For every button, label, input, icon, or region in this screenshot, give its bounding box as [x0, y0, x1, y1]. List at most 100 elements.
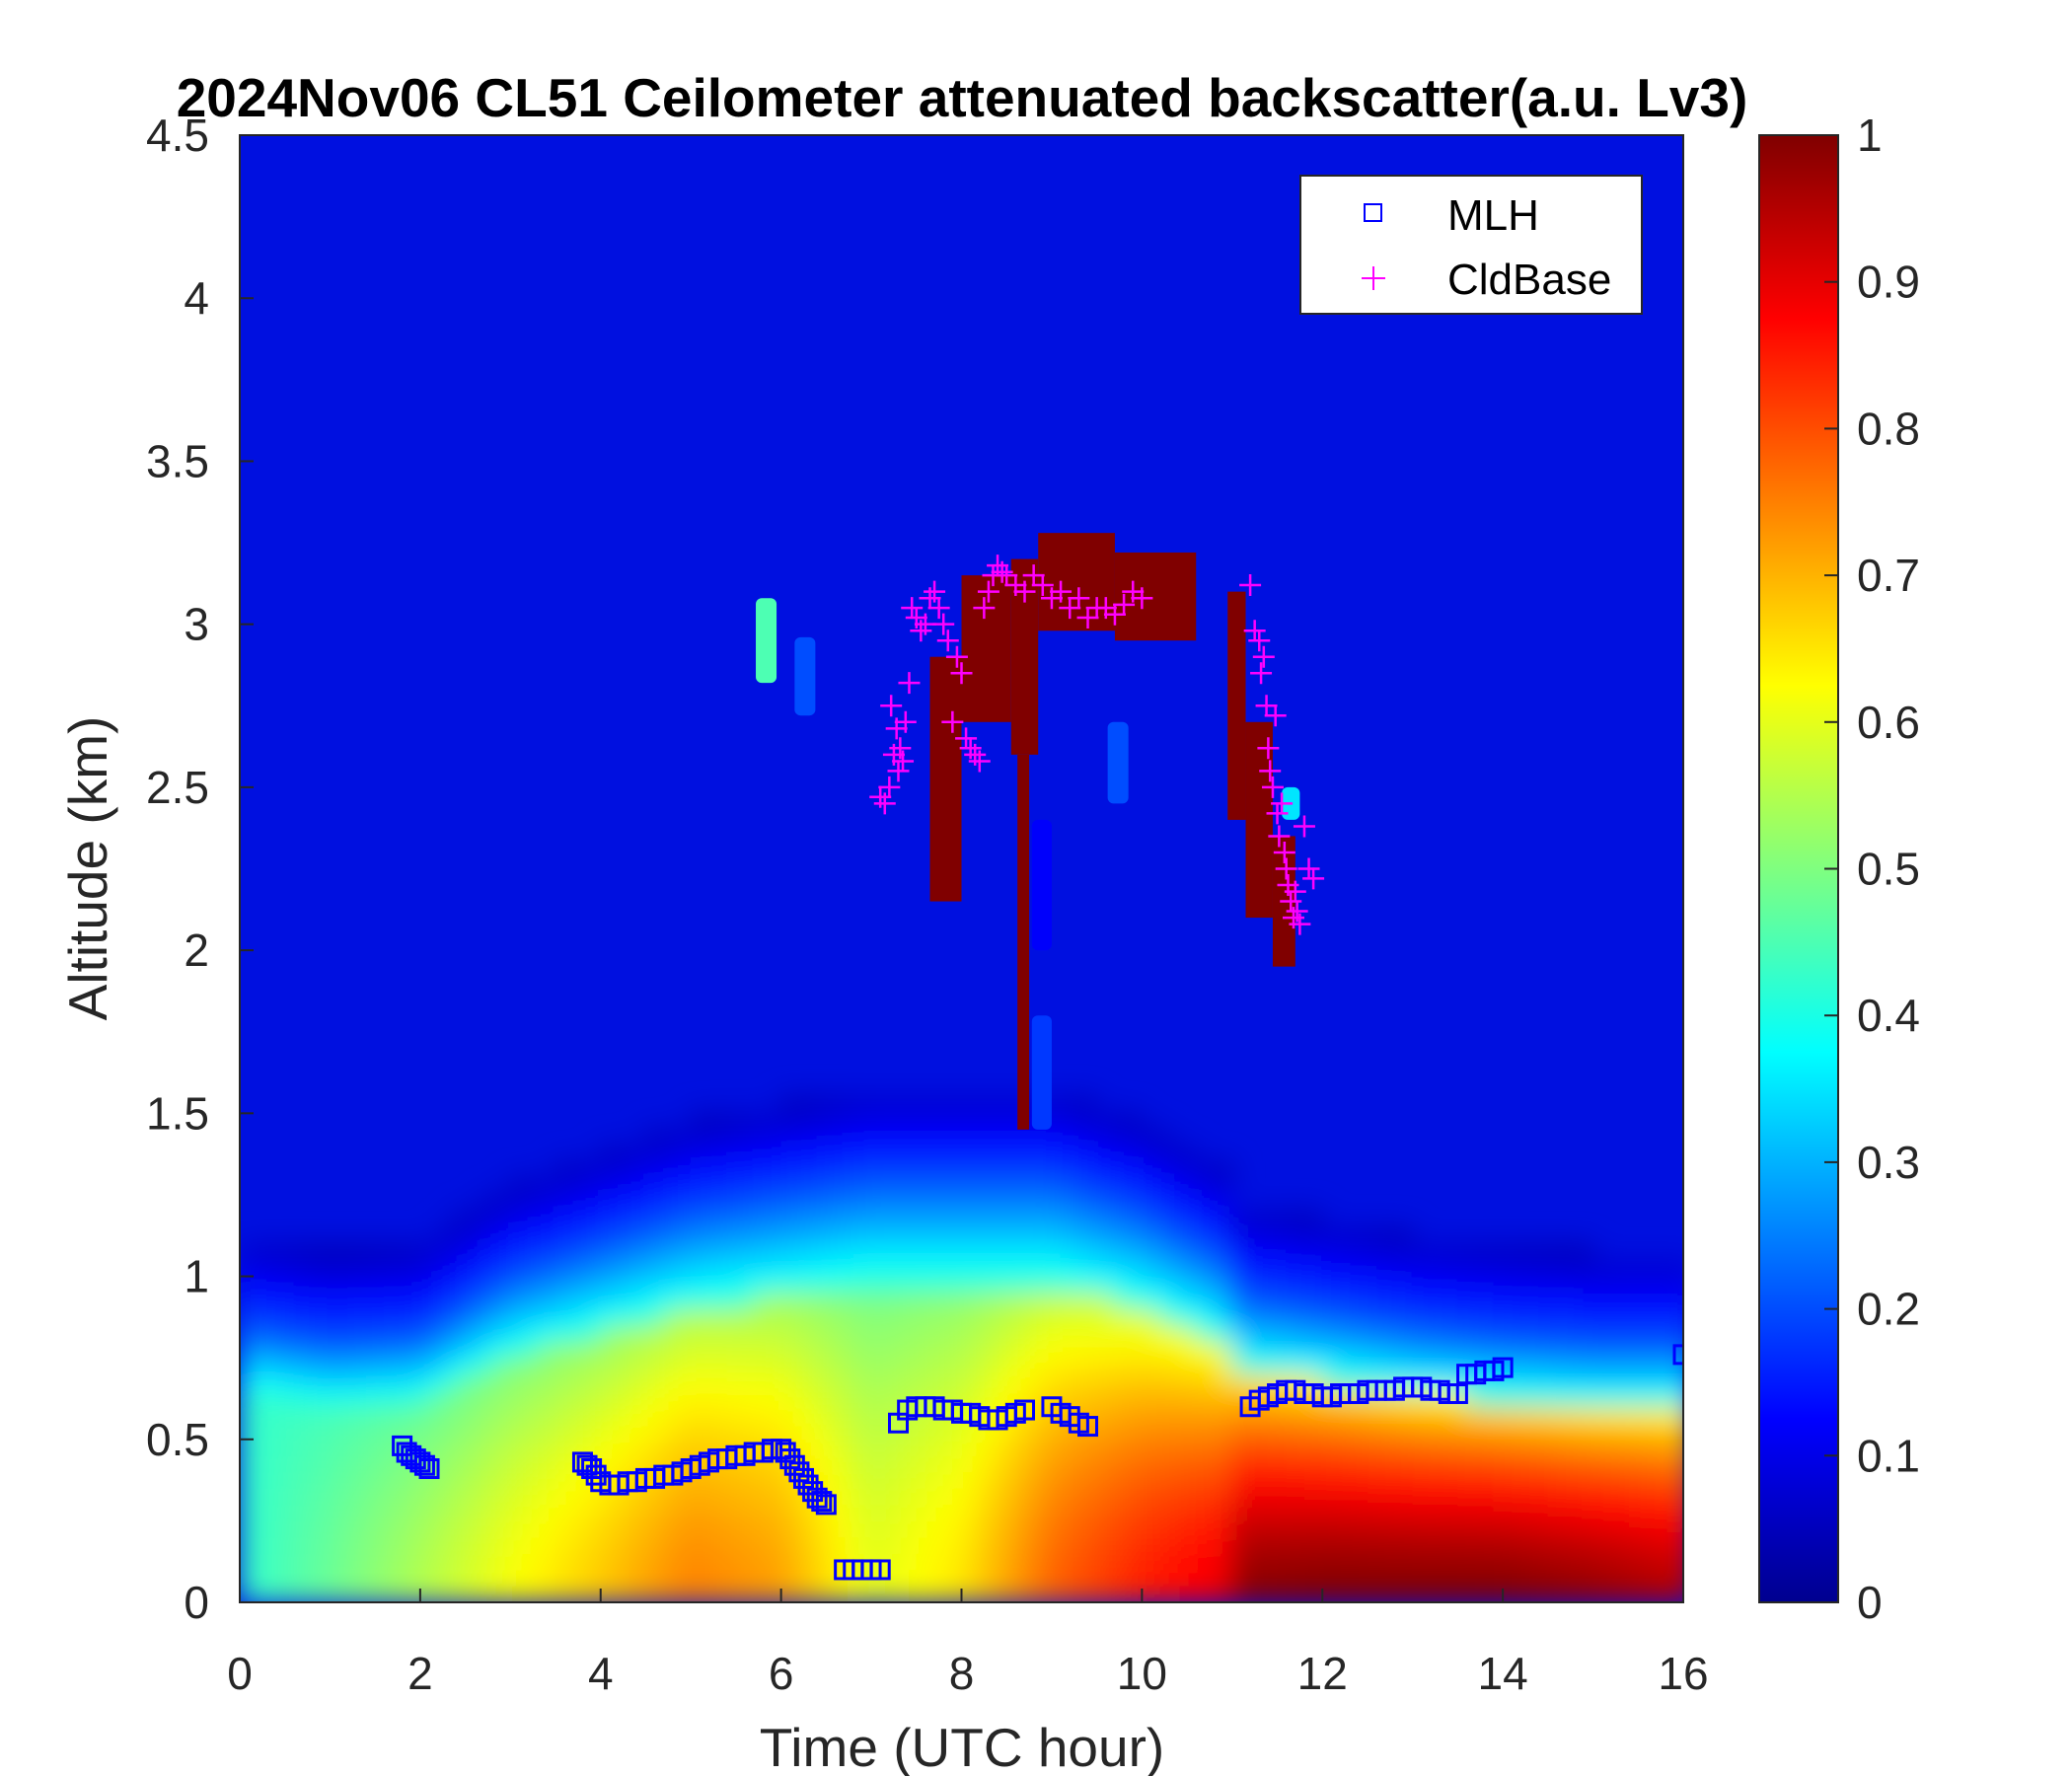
field-cell	[1168, 1177, 1179, 1196]
field-cell	[735, 1308, 746, 1326]
field-cell	[1375, 1292, 1386, 1310]
field-cell	[1195, 1454, 1206, 1473]
field-cell	[825, 1519, 836, 1538]
field-cell	[572, 1373, 583, 1391]
field-cell	[1295, 1536, 1305, 1554]
field-cell	[284, 1552, 295, 1571]
field-cell	[248, 1504, 259, 1521]
cldbase-point	[1076, 607, 1099, 629]
field-cell	[780, 1308, 791, 1326]
field-cell	[1222, 1454, 1233, 1473]
field-cell	[356, 1389, 367, 1408]
field-cell	[1060, 1422, 1071, 1441]
field-cell	[1628, 1487, 1639, 1506]
field-cell	[879, 1324, 890, 1343]
field-cell	[1430, 1519, 1441, 1538]
field-cell	[437, 1519, 448, 1538]
field-cell	[1060, 1243, 1071, 1261]
field-cell	[581, 1259, 593, 1278]
field-cell	[1096, 1487, 1107, 1506]
field-cell	[1295, 1552, 1305, 1571]
field-cell	[581, 1341, 593, 1359]
field-cell	[726, 1552, 737, 1571]
field-cell	[1303, 1308, 1314, 1326]
field-cell	[1186, 1552, 1197, 1571]
field-cell	[861, 1585, 872, 1602]
field-cell	[951, 1422, 962, 1441]
field-cell	[1656, 1406, 1666, 1424]
field-cell	[852, 1357, 863, 1375]
field-cell	[555, 1341, 565, 1359]
field-cell	[1231, 1504, 1242, 1521]
field-cell	[961, 1243, 972, 1261]
field-cell	[428, 1519, 439, 1538]
field-cell	[1466, 1341, 1477, 1359]
field-cell	[509, 1324, 520, 1343]
field-cell	[1321, 1226, 1332, 1245]
field-cell	[437, 1585, 448, 1602]
field-cell	[1195, 1292, 1206, 1310]
field-cell	[591, 1194, 602, 1212]
field-cell	[248, 1536, 259, 1554]
field-cell	[1565, 1504, 1576, 1521]
field-cell	[347, 1569, 358, 1587]
field-cell	[275, 1454, 286, 1473]
field-cell	[265, 1422, 277, 1441]
field-cell	[410, 1536, 421, 1554]
field-cell	[1403, 1226, 1414, 1245]
field-cell	[1592, 1569, 1603, 1587]
field-cell	[1358, 1422, 1369, 1441]
field-cell	[707, 1341, 719, 1359]
field-cell	[690, 1487, 701, 1506]
field-cell	[1051, 1292, 1062, 1310]
field-cell	[1447, 1569, 1458, 1587]
field-cell	[897, 1308, 909, 1326]
y-tick-label: 2.5	[146, 762, 209, 813]
field-cell	[726, 1536, 737, 1554]
field-cell	[1186, 1259, 1197, 1278]
field-cell	[1665, 1422, 1675, 1441]
field-cell	[997, 1243, 1007, 1261]
field-cell	[1087, 1112, 1098, 1131]
field-cell	[907, 1226, 918, 1245]
field-cell	[1087, 1324, 1098, 1343]
field-cell	[618, 1210, 629, 1228]
field-cell	[284, 1471, 295, 1489]
field-cell	[1628, 1454, 1639, 1473]
field-cell	[1033, 1161, 1044, 1179]
field-cell	[1150, 1406, 1161, 1424]
field-cell	[1538, 1569, 1549, 1587]
field-cell	[825, 1341, 836, 1359]
field-cell	[446, 1243, 457, 1261]
field-cell	[1105, 1373, 1116, 1391]
field-cell	[591, 1341, 602, 1359]
field-cell	[265, 1276, 277, 1294]
field-cell	[446, 1471, 457, 1489]
field-cell	[563, 1292, 574, 1310]
cldbase-point	[1248, 629, 1271, 652]
field-cell	[1312, 1487, 1323, 1506]
field-cell	[1367, 1324, 1377, 1343]
field-cell	[699, 1259, 709, 1278]
field-cell	[780, 1210, 791, 1228]
field-cell	[942, 1454, 953, 1473]
field-cell	[1014, 1226, 1026, 1245]
field-cell	[491, 1210, 502, 1228]
field-cell	[491, 1422, 502, 1441]
field-cell	[1042, 1177, 1053, 1196]
field-cell	[1222, 1519, 1233, 1538]
field-cell	[789, 1194, 800, 1212]
field-cell	[302, 1454, 313, 1473]
field-cell	[726, 1389, 737, 1408]
field-cell	[1556, 1454, 1567, 1473]
field-cell	[1637, 1439, 1648, 1456]
field-cell	[1186, 1373, 1197, 1391]
field-cell	[844, 1308, 854, 1326]
field-cell	[1214, 1243, 1224, 1261]
field-cell	[275, 1439, 286, 1456]
field-cell	[1393, 1243, 1405, 1261]
field-cell	[275, 1357, 286, 1375]
field-cell	[834, 1373, 846, 1391]
field-cell	[257, 1373, 267, 1391]
field-cell	[707, 1259, 719, 1278]
